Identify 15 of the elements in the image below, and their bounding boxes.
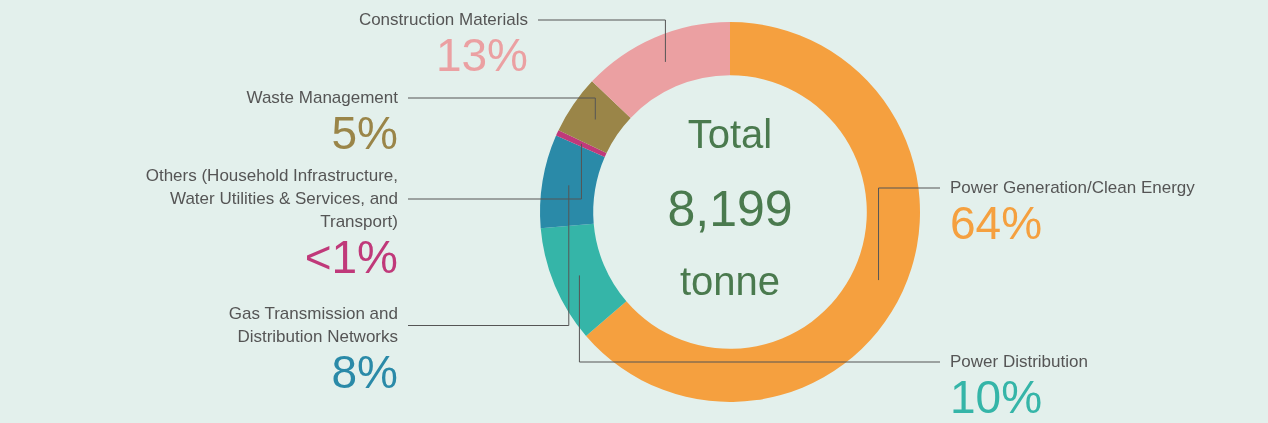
data-label: 64% — [950, 196, 1043, 249]
slice-label: Power Generation/Clean Energy — [950, 177, 1196, 197]
data-label: 10% — [950, 370, 1043, 423]
text: tonne — [679, 259, 781, 304]
slice-label: Power Distribution — [950, 351, 1088, 371]
data-label: 8% — [331, 345, 398, 398]
slice-label: Construction Materials — [358, 9, 528, 29]
data-label: 13% — [435, 28, 528, 81]
slice-label: Waste Management — [246, 87, 399, 107]
text: Total — [687, 112, 773, 157]
slice-label: Gas Transmission and Distribution Networks — [228, 303, 398, 346]
text: 8,199 — [667, 180, 793, 237]
data-label: <1% — [304, 230, 398, 283]
slice-label: Others (Household Infrastructure, Water Utilities & Services, and Transport) — [145, 165, 398, 231]
data-label: 5% — [331, 106, 398, 159]
